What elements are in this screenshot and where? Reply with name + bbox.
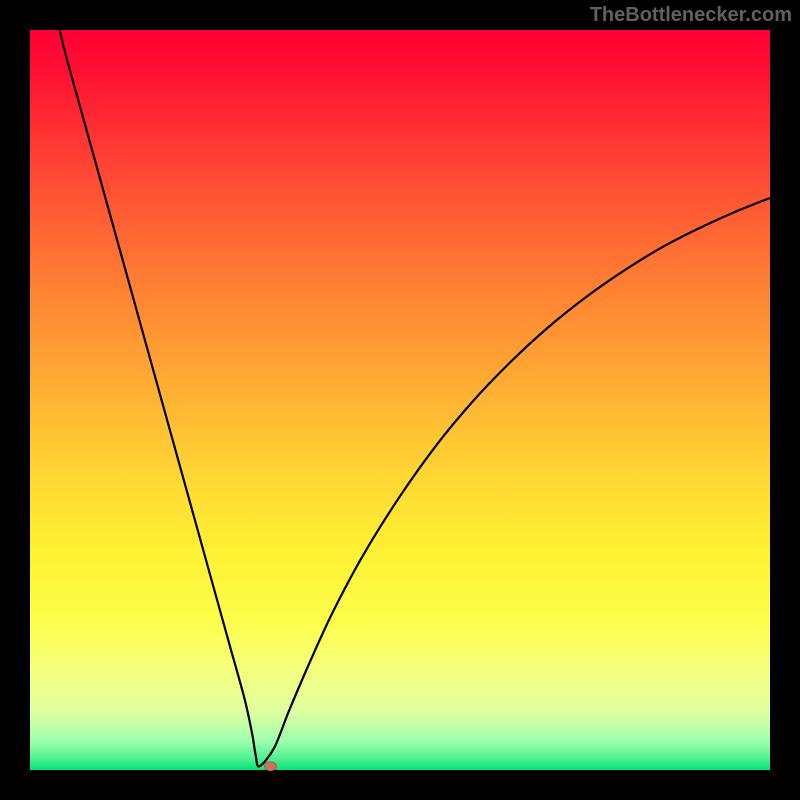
bottleneck-chart	[0, 0, 800, 800]
optimal-point-marker	[265, 762, 277, 771]
chart-background-gradient	[30, 30, 770, 770]
chart-svg	[0, 0, 800, 800]
